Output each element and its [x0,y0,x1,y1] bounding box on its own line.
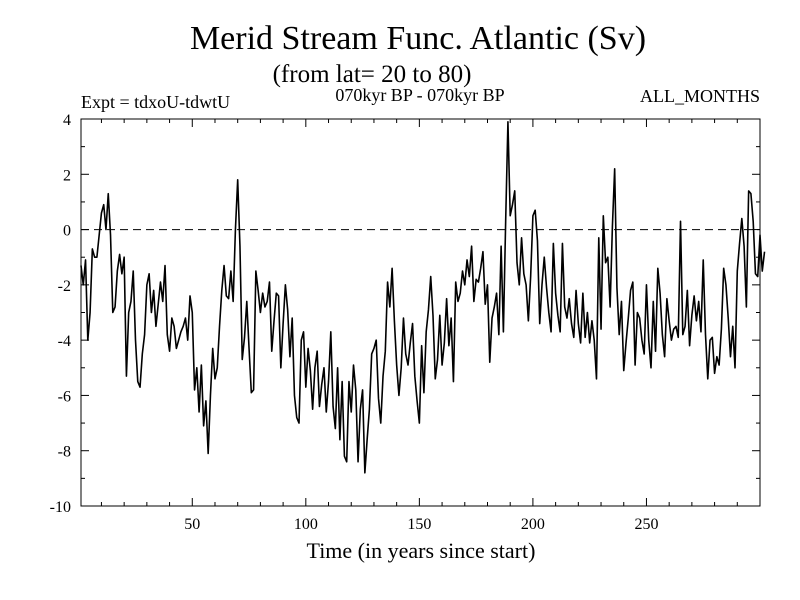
period-label: 070kyr BP - 070kyr BP [335,85,504,105]
y-tick-label: -2 [58,278,71,295]
y-tick-label: 0 [63,223,71,240]
chart-title: Merid Stream Func. Atlantic (Sv) [190,20,646,57]
x-tick-label: 50 [184,516,200,533]
y-tick-label: -4 [58,333,71,350]
months-label: ALL_MONTHS [640,86,760,106]
x-tick-label: 150 [407,516,431,533]
y-tick-label: -6 [58,388,71,405]
x-tick-labels: 50 100 150 200 250 [184,516,658,533]
experiment-label: Expt = tdxoU-tdwtU [81,92,230,112]
y-tick-labels: -10 -8 -6 -4 -2 0 2 4 [50,112,71,516]
x-axis-label: Time (in years since start) [307,538,536,563]
y-tick-label: -10 [50,499,71,516]
series-line [80,120,766,474]
y-tick-label: 2 [63,167,71,184]
x-tick-label: 100 [294,516,318,533]
x-tick-label: 200 [521,516,545,533]
y-tick-label: -8 [58,444,71,461]
y-tick-label: 4 [63,112,71,129]
axis-ticks [81,118,760,507]
plot-frame [80,118,761,507]
chart-subtitle: (from lat= 20 to 80) [273,61,472,88]
x-tick-label: 250 [634,516,658,533]
